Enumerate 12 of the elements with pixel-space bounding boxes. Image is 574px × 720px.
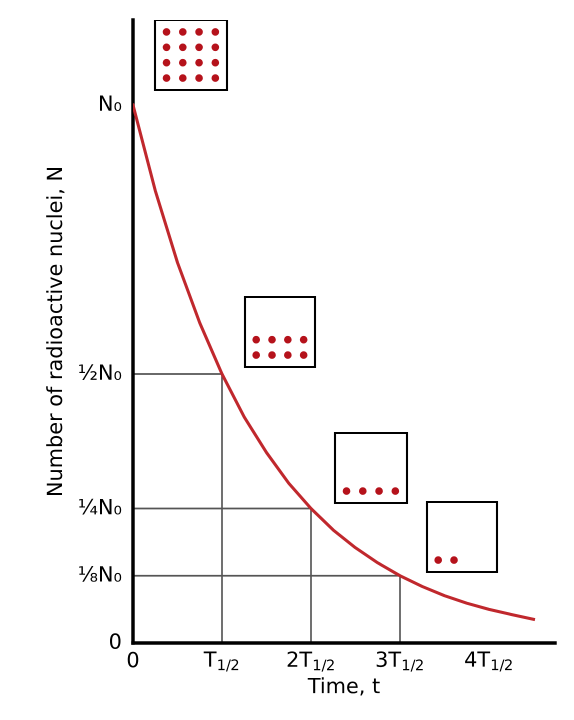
- x-tick-label: T$_{1/2}$: [204, 651, 238, 672]
- x-tick-label: 2T$_{1/2}$: [288, 651, 334, 672]
- text: 0: [110, 633, 121, 650]
- annotation: N₀: [100, 96, 122, 111]
- ref-line-label: ¼N₀: [79, 498, 122, 515]
- x-tick-label: 4T$_{1/2}$: [465, 651, 512, 672]
- x-axis-title: Time, t: [308, 677, 380, 696]
- ref-line-label: ½N₀: [79, 364, 122, 380]
- x-tick-label: 0: [128, 652, 138, 668]
- y-axis-title: Number of radioactive nuclei, N: [46, 168, 64, 496]
- x-tick-label: 3T$_{1/2}$: [376, 651, 423, 672]
- ref-line-label: ⅛N₀: [79, 566, 122, 582]
